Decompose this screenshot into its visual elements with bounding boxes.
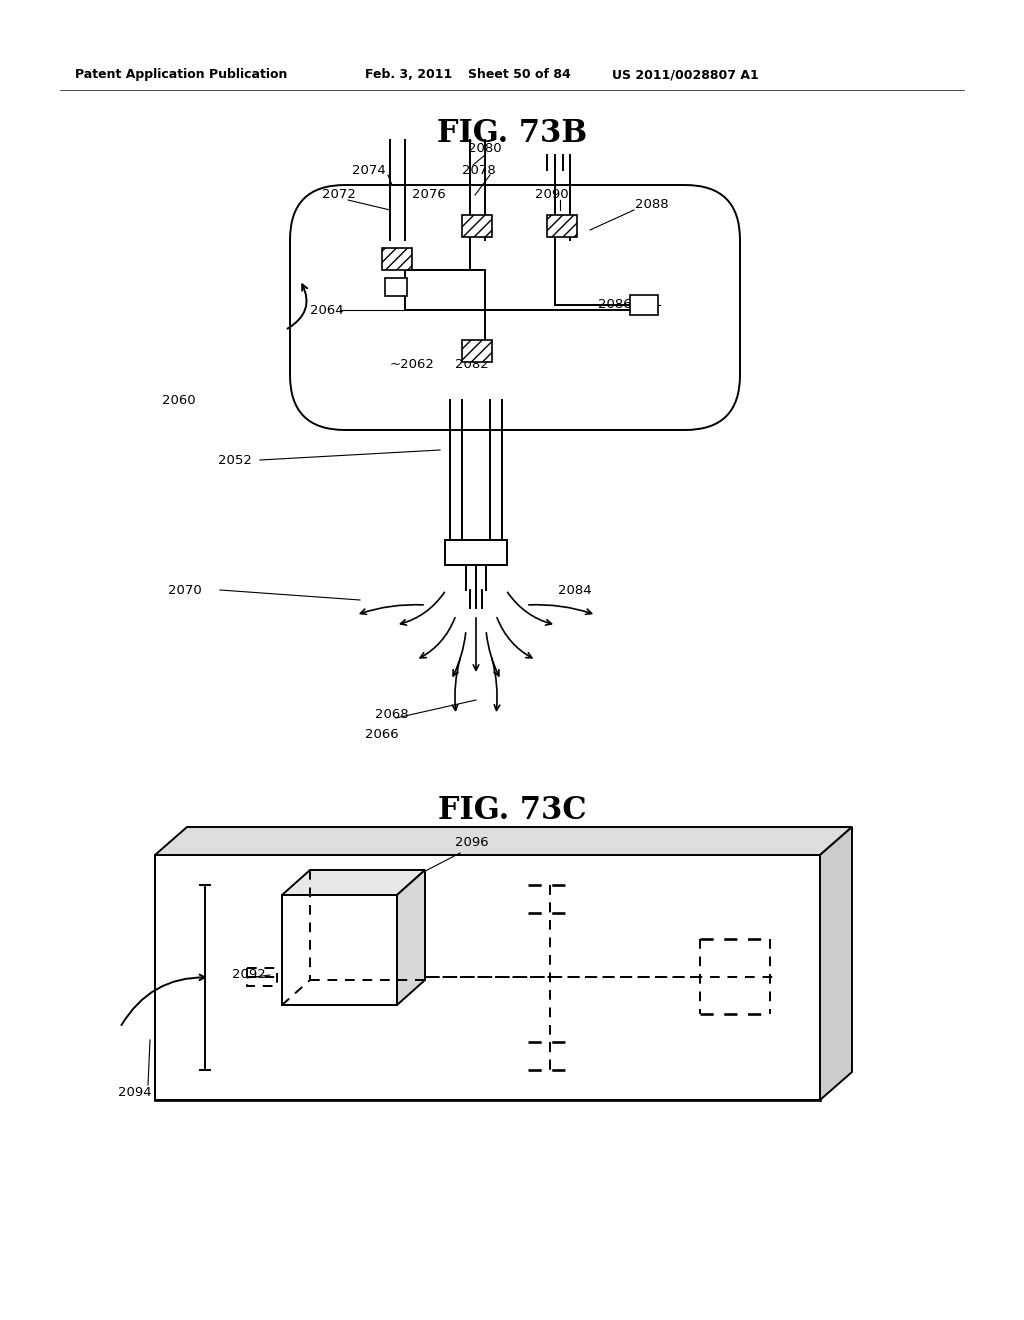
Text: Sheet 50 of 84: Sheet 50 of 84 (468, 69, 570, 81)
Text: 2064: 2064 (310, 304, 344, 317)
Text: Feb. 3, 2011: Feb. 3, 2011 (365, 69, 453, 81)
Text: US 2011/0028807 A1: US 2011/0028807 A1 (612, 69, 759, 81)
Bar (155, 855, 820, 1100)
Text: 2060: 2060 (162, 393, 196, 407)
Text: ~2062: ~2062 (390, 359, 435, 371)
Bar (462, 215, 492, 238)
Polygon shape (397, 870, 425, 1005)
Bar (462, 341, 492, 362)
Text: 2076: 2076 (412, 189, 445, 202)
Bar (382, 248, 412, 271)
Text: 2074: 2074 (352, 164, 386, 177)
Text: 2080: 2080 (468, 141, 502, 154)
Text: 2092: 2092 (232, 969, 266, 982)
Bar (385, 279, 407, 296)
Text: FIG. 73C: FIG. 73C (437, 795, 587, 826)
Polygon shape (282, 870, 425, 895)
Text: 2088: 2088 (635, 198, 669, 211)
Text: 2070: 2070 (168, 583, 202, 597)
Bar (630, 294, 658, 315)
Text: 2096: 2096 (455, 837, 488, 850)
Text: 2094: 2094 (118, 1085, 152, 1098)
Text: 2084: 2084 (558, 583, 592, 597)
Text: 2078: 2078 (462, 164, 496, 177)
Polygon shape (820, 828, 852, 1100)
Text: 2090: 2090 (535, 189, 568, 202)
Bar (547, 215, 577, 238)
Text: Patent Application Publication: Patent Application Publication (75, 69, 288, 81)
Text: 2086: 2086 (598, 298, 632, 312)
Bar (247, 968, 278, 986)
Text: 2066: 2066 (365, 729, 398, 742)
FancyBboxPatch shape (290, 185, 740, 430)
Text: 2068: 2068 (375, 709, 409, 722)
Text: 2072: 2072 (322, 189, 356, 202)
Bar (282, 895, 397, 1005)
Text: 2052: 2052 (218, 454, 252, 466)
Text: 2082: 2082 (455, 359, 488, 371)
Text: FIG. 73B: FIG. 73B (437, 117, 587, 149)
Polygon shape (155, 828, 852, 855)
